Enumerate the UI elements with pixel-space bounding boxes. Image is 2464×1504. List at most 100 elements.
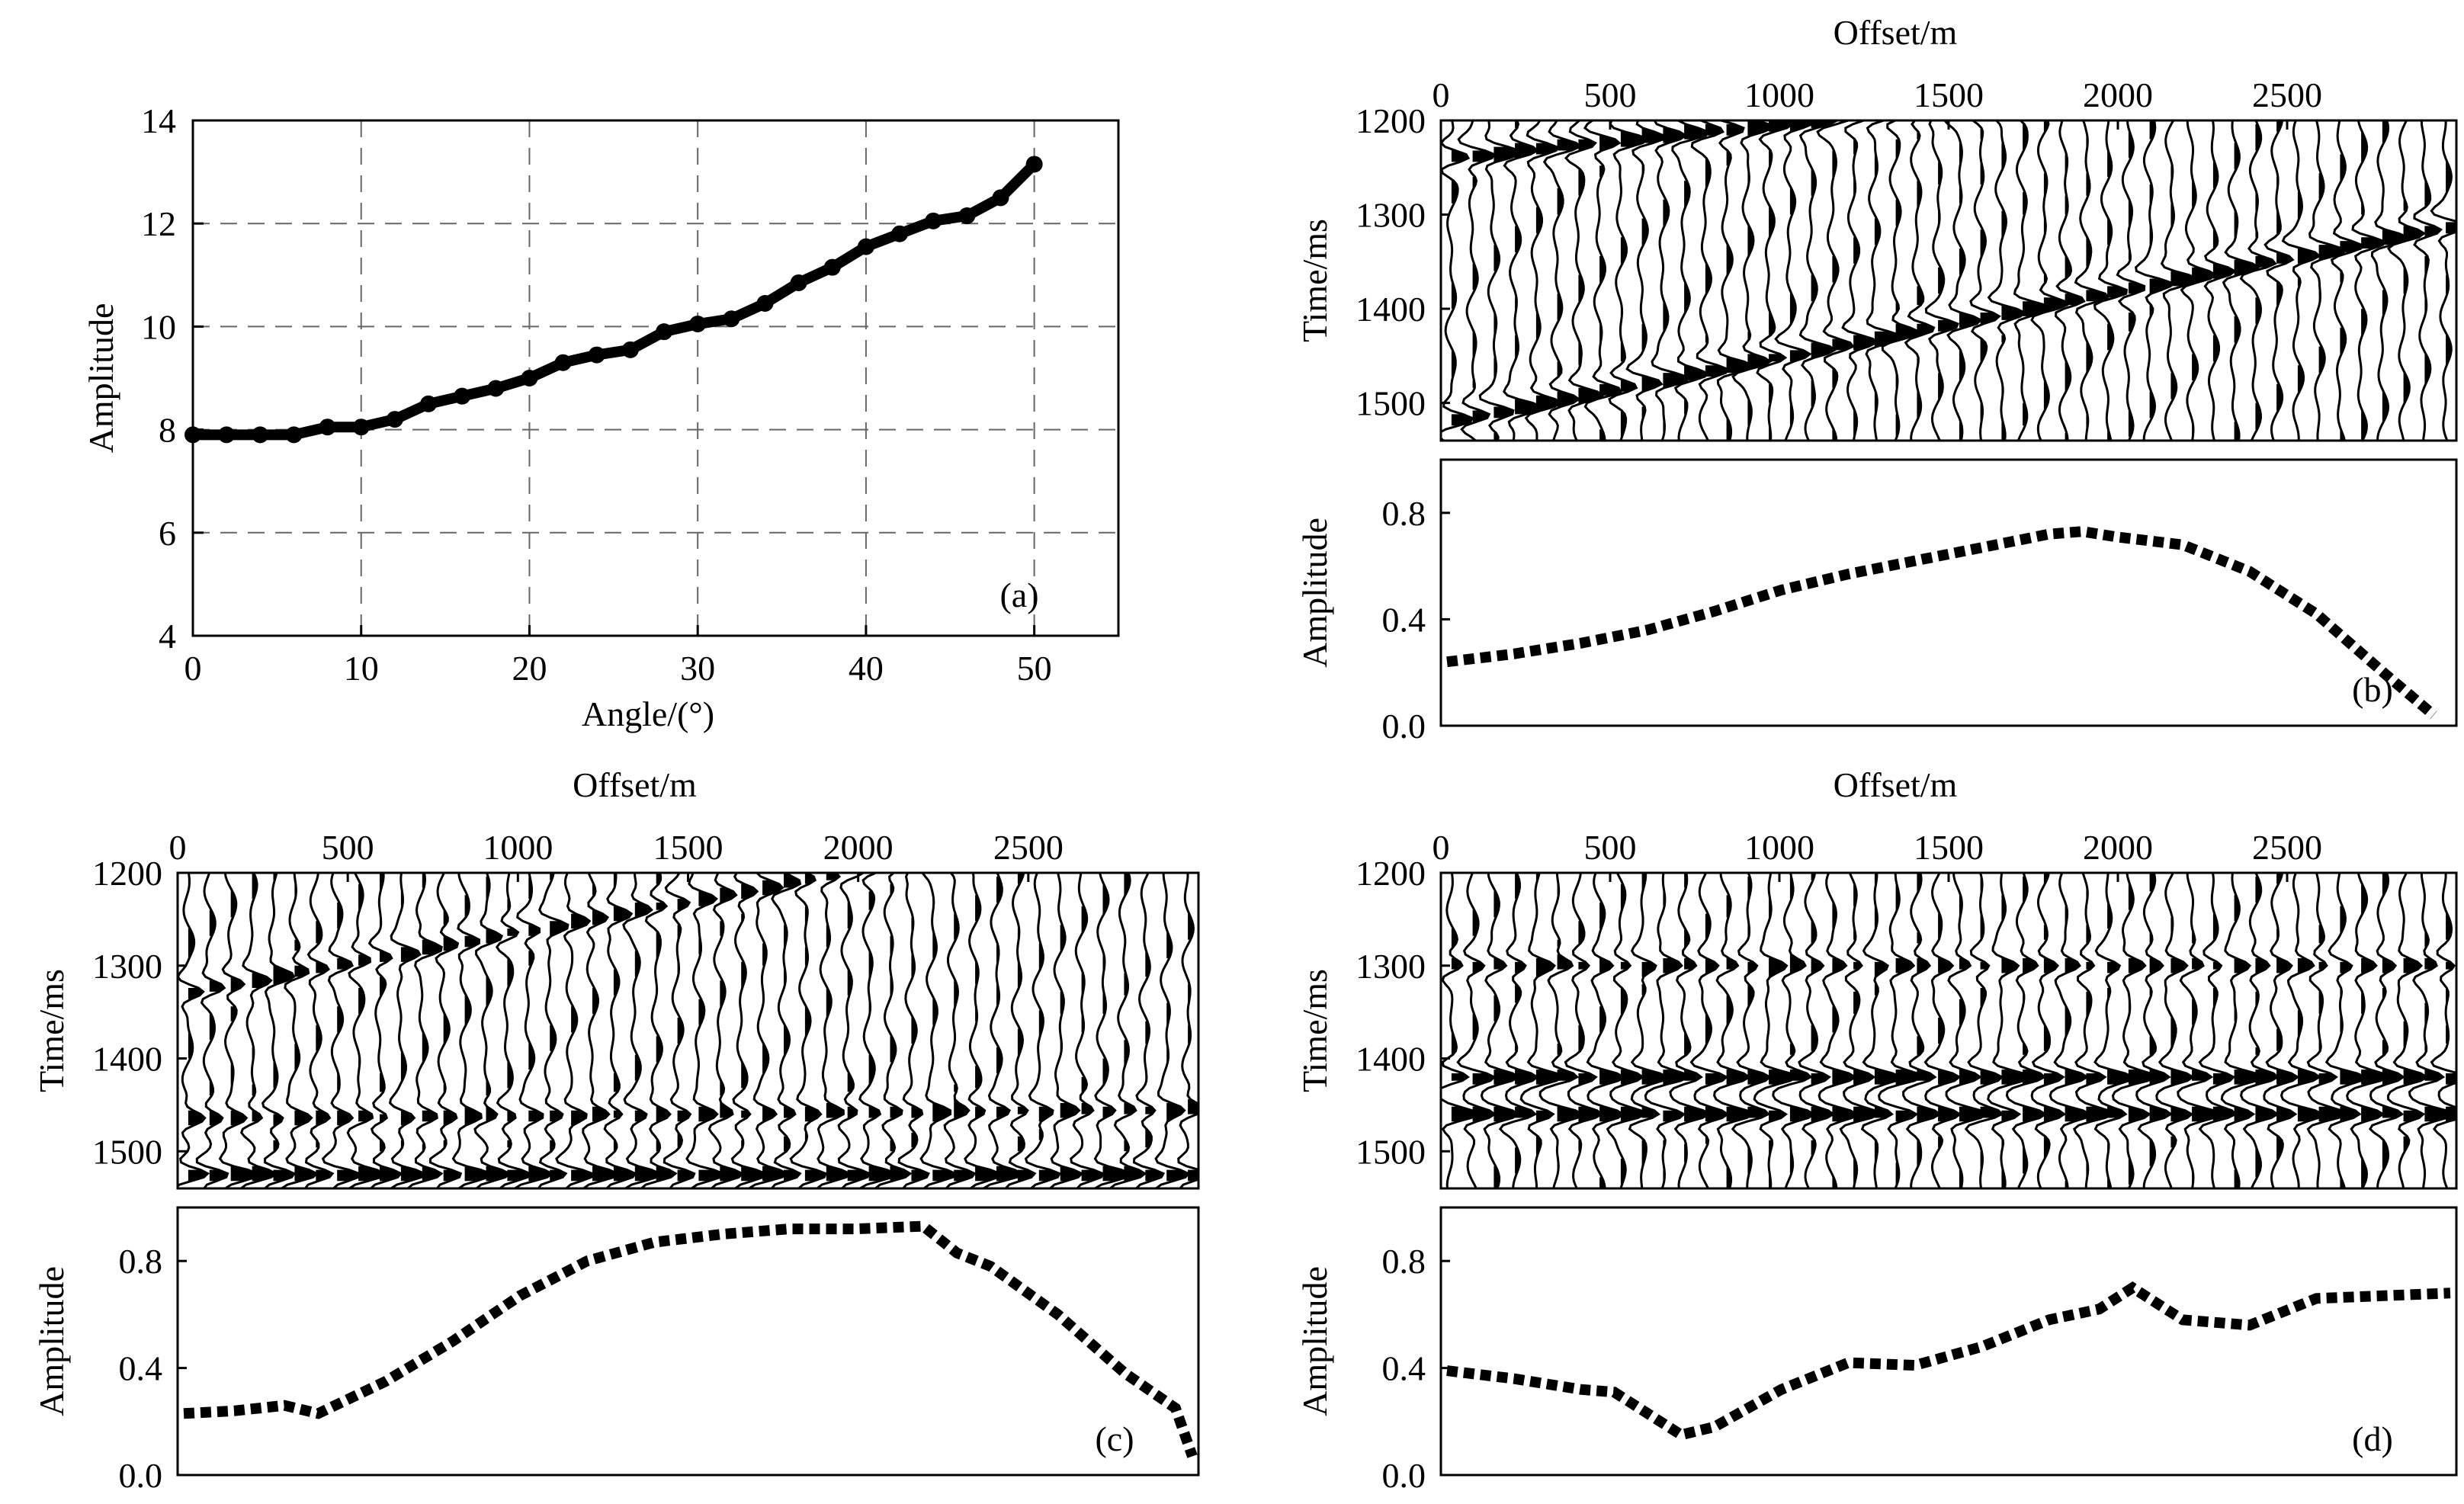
trace-fill xyxy=(1832,1006,1839,1033)
trace-fill xyxy=(1959,1169,1962,1188)
trace-fill xyxy=(1789,402,1793,426)
trace-fill xyxy=(2382,988,2386,999)
trace-fill xyxy=(975,1166,1000,1182)
trace-fill xyxy=(613,1073,620,1092)
trace-fill xyxy=(443,1169,461,1182)
trace-fill xyxy=(1832,1177,1837,1188)
trace-fill xyxy=(2361,131,2367,162)
x-tick-label: 1500 xyxy=(1914,75,1984,114)
trace-fill xyxy=(1747,1106,1769,1118)
trace xyxy=(1865,120,1903,441)
y-tick-label: 0.0 xyxy=(1382,1456,1426,1495)
trace-fill xyxy=(1017,961,1022,988)
trace-fill xyxy=(1832,903,1837,929)
trace-fill xyxy=(230,891,236,918)
trace-fill xyxy=(2234,210,2238,238)
trace-fill xyxy=(1515,984,1521,1003)
trace-fill xyxy=(1853,1069,1874,1085)
trace-fill xyxy=(1811,873,1815,880)
trace xyxy=(2306,873,2348,1188)
trace-fill xyxy=(1535,143,1557,155)
trace xyxy=(1713,873,1755,1188)
trace-fill xyxy=(1102,1106,1115,1118)
trace-fill xyxy=(2318,346,2325,374)
trace-fill xyxy=(804,1132,807,1140)
x-axis-label: Offset/m xyxy=(1834,765,1958,804)
trace-fill xyxy=(656,1106,670,1122)
trace-fill xyxy=(252,873,258,900)
trace-fill xyxy=(2340,988,2342,996)
trace-fill xyxy=(634,1166,660,1182)
x-axis-label: Angle/(°) xyxy=(582,694,714,733)
trace-fill xyxy=(1038,943,1044,970)
trace xyxy=(748,873,789,1188)
trace-fill xyxy=(1145,1073,1147,1081)
trace xyxy=(2308,120,2345,441)
y-tick-label: 6 xyxy=(159,514,176,553)
trace-fill xyxy=(2212,229,2218,249)
trace-fill xyxy=(2170,203,2174,226)
trace-fill xyxy=(1959,350,1965,380)
y-tick-label: 0.0 xyxy=(119,1456,163,1495)
trace-fill xyxy=(2065,1181,2068,1188)
trace-fill xyxy=(868,1054,875,1085)
trace-fill xyxy=(507,1140,512,1148)
x-tick-label: 500 xyxy=(1584,828,1637,867)
trace-fill xyxy=(188,1110,205,1126)
trace-fill xyxy=(1980,1151,1983,1170)
trace-fill xyxy=(2424,932,2429,948)
trace-fill xyxy=(1641,377,1662,392)
trace-fill xyxy=(2023,402,2027,426)
trace xyxy=(603,873,637,1188)
data-point xyxy=(756,294,774,312)
trace-fill xyxy=(1980,988,1986,1007)
trace-fill xyxy=(1959,1069,1981,1085)
trace-fill xyxy=(2043,173,2047,196)
trace-fill xyxy=(188,988,204,999)
trace-fill xyxy=(1188,1099,1198,1114)
trace-fill xyxy=(2297,278,2301,287)
trace-fill xyxy=(1980,913,1984,940)
trace-fill xyxy=(1959,143,1962,166)
trace-fill xyxy=(2446,1073,2456,1085)
trace-fill xyxy=(2255,1069,2278,1085)
trace-fill xyxy=(2276,282,2283,306)
trace xyxy=(1671,120,1709,441)
trace-fill xyxy=(252,1166,276,1182)
y-axis-label: Amplitude xyxy=(1295,1266,1334,1416)
trace-fill xyxy=(1515,873,1520,900)
trace xyxy=(1093,873,1132,1188)
trace-fill xyxy=(1663,1110,1684,1122)
trace-fill xyxy=(1599,165,1604,178)
trace-fill xyxy=(1017,1106,1028,1114)
trace-fill xyxy=(1917,1140,1921,1166)
trace-fill xyxy=(2023,1147,2027,1174)
trace-fill xyxy=(1726,418,1731,441)
trace-fill xyxy=(2192,181,2196,207)
trace-fill xyxy=(1895,958,1914,973)
data-point xyxy=(925,212,942,229)
trace-fill xyxy=(1060,1040,1062,1051)
trace-fill xyxy=(996,1166,1022,1182)
y-axis-label: Time/ms xyxy=(1295,219,1334,342)
trace-fill xyxy=(868,1166,896,1182)
trace-fill xyxy=(2128,282,2145,294)
trace-fill xyxy=(1853,961,1862,970)
trace-fill xyxy=(2361,991,2365,1015)
trace-fill xyxy=(1789,1106,1814,1122)
trace-fill xyxy=(2170,1018,2177,1047)
trace xyxy=(1441,873,1480,1188)
trace-fill xyxy=(507,1062,513,1089)
trace-fill xyxy=(230,1110,247,1126)
trace xyxy=(1625,120,1665,441)
trace-fill xyxy=(1145,951,1150,977)
trace-fill xyxy=(2403,267,2408,294)
trace-fill xyxy=(1874,218,1880,245)
y-tick-label: 0.4 xyxy=(1382,1349,1426,1388)
trace-fill xyxy=(1620,410,1626,438)
trace xyxy=(1480,873,1521,1188)
trace-fill xyxy=(1451,1073,1468,1081)
trace-fill xyxy=(1641,1069,1667,1085)
trace-fill xyxy=(1124,873,1131,896)
trace-fill xyxy=(1641,165,1644,174)
